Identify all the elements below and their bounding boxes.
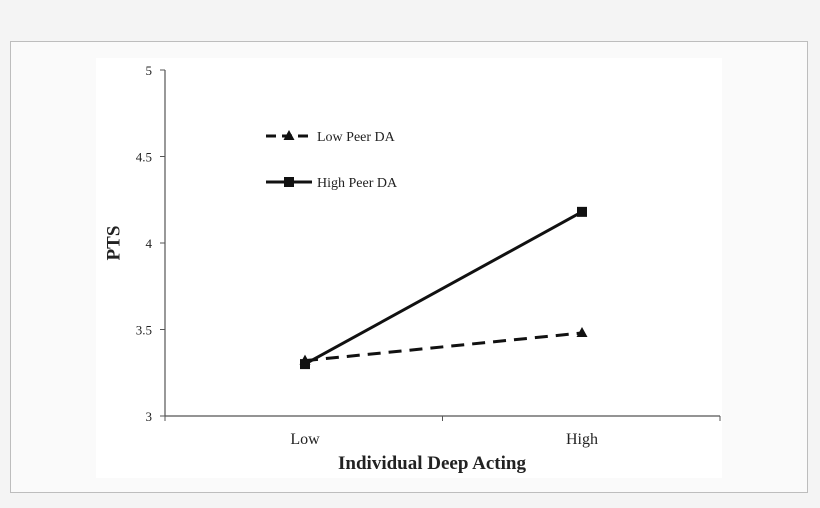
x-tick-label: Low [290,431,320,448]
legend-label: Low Peer DA [317,130,396,145]
y-axis-title: PTS [103,226,124,261]
y-tick-label: 3.5 [136,323,152,338]
series-low-peer-da [299,326,588,365]
legend-item: High Peer DA [266,176,398,191]
legend-marker [283,130,295,140]
legend: Low Peer DA High Peer DA [266,130,398,191]
y-tick-label: 4.5 [136,150,152,165]
series-line [304,210,583,366]
data-point-marker [576,326,588,337]
y-tick-label: 4 [146,236,153,251]
legend-label: High Peer DA [317,176,398,191]
x-tick-label: High [566,431,598,448]
data-point-marker [300,359,310,370]
axes: 3 3.5 4 4.5 5 Low High [136,63,721,448]
legend-item: Low Peer DA [266,130,396,145]
data-point-marker [577,206,587,217]
x-axis-title: Individual Deep Acting [338,453,526,474]
series-high-peer-da [300,206,587,370]
plot-area [96,58,722,478]
y-tick-label: 5 [146,63,153,78]
y-tick-label: 3 [146,409,153,424]
series-layer [299,206,588,370]
legend-marker [284,177,294,187]
series-line [304,331,583,363]
